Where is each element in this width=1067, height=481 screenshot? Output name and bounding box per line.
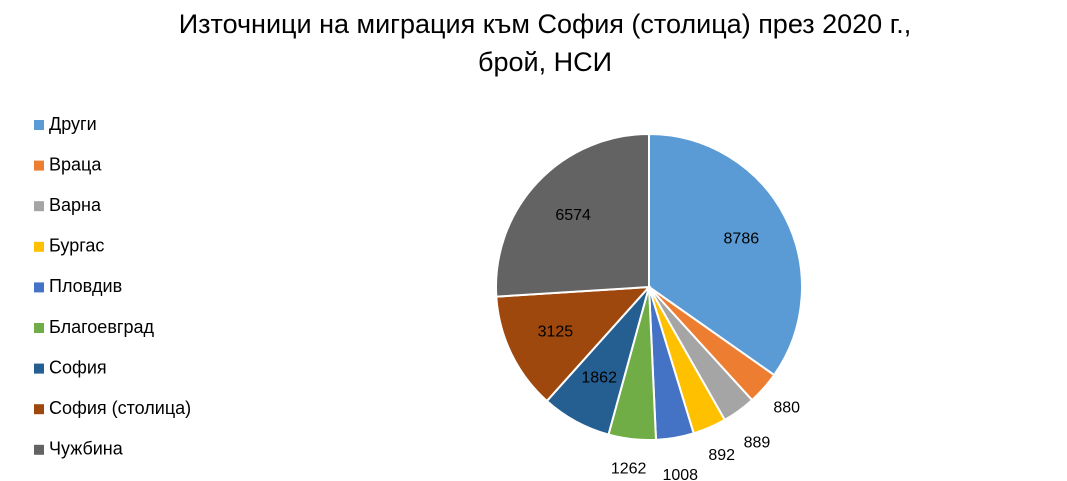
legend-label: Враца	[49, 154, 102, 174]
data-label: 1008	[662, 467, 698, 481]
data-label: 6574	[555, 207, 591, 224]
legend-label: Чужбина	[49, 439, 124, 459]
legend-swatch	[34, 282, 44, 293]
chart-title: Източници на миграция към София (столица…	[179, 9, 912, 39]
legend-label: София (столица)	[49, 398, 191, 418]
chart-title: брой, НСИ	[478, 47, 612, 77]
pie-slice	[648, 132, 803, 377]
legend-swatch	[34, 201, 44, 212]
legend-swatch	[34, 444, 44, 455]
legend-swatch	[34, 404, 44, 415]
legend-label: Бургас	[49, 236, 104, 256]
data-label: 1862	[581, 370, 617, 387]
data-label: 8786	[724, 230, 760, 247]
pie-slice	[495, 285, 652, 403]
legend-swatch	[34, 241, 44, 252]
data-label: 3125	[538, 324, 574, 341]
legend-label: Варна	[49, 195, 102, 215]
data-label: 880	[773, 400, 800, 417]
legend-swatch	[34, 323, 44, 333]
legend-label: Благоевград	[49, 317, 154, 337]
data-label: 889	[744, 435, 771, 452]
legend-swatch	[34, 363, 44, 374]
legend-label: София	[49, 357, 107, 377]
data-label: 1262	[611, 461, 647, 478]
data-label: 892	[708, 447, 735, 464]
pie-slice	[495, 132, 650, 298]
legend-swatch	[34, 120, 44, 130]
legend-label: Други	[49, 114, 97, 134]
legend-label: Пловдив	[49, 276, 122, 296]
legend-swatch	[34, 160, 44, 171]
